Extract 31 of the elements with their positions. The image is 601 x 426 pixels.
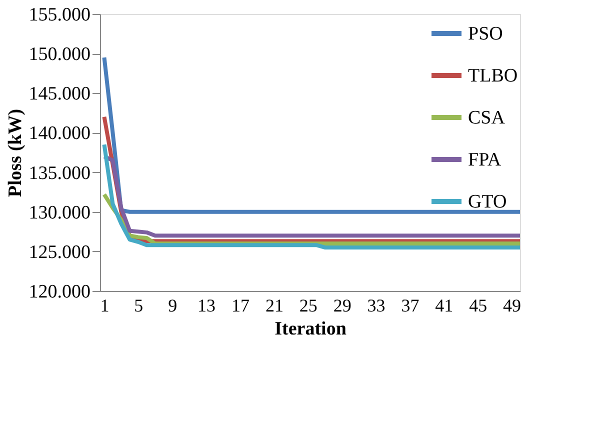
legend-label: CSA [468, 108, 506, 128]
x-tick-label: 25 [299, 296, 318, 316]
legend-label: GTO [468, 192, 507, 212]
x-tick-label: 45 [469, 296, 488, 316]
y-tick-label: 125.000 [28, 242, 90, 263]
x-tick-label: 1 [100, 296, 110, 316]
x-tick-label: 17 [232, 296, 250, 316]
y-axis-title: Ploss (kW) [4, 108, 26, 198]
x-tick-label: 13 [198, 296, 216, 316]
x-tick-label: 5 [134, 296, 144, 316]
y-tick-label: 150.000 [28, 44, 90, 66]
x-tick-label: 49 [503, 296, 522, 316]
x-tick-label: 37 [401, 296, 420, 316]
line-series [102, 154, 520, 238]
legend-label: TLBO [468, 66, 518, 86]
legend-label: FPA [468, 150, 502, 170]
line-series [102, 142, 520, 250]
y-tick-label: 120.000 [28, 282, 90, 302]
y-tick-label: 155.000 [28, 4, 90, 26]
y-tick-label: 135.000 [28, 162, 90, 184]
line-series [102, 56, 520, 214]
x-tick-label: 9 [168, 296, 178, 316]
x-tick-label: 29 [333, 296, 352, 316]
y-tick-label: 145.000 [28, 84, 90, 105]
y-tick-label: 140.000 [28, 123, 90, 144]
legend-label: PSO [468, 24, 503, 44]
y-tick-label: 130.000 [28, 202, 90, 224]
x-tick-label: 41 [435, 296, 454, 316]
x-axis-title: Iteration [274, 318, 347, 340]
x-tick-label: 33 [367, 296, 386, 316]
x-tick-label: 21 [265, 296, 284, 316]
